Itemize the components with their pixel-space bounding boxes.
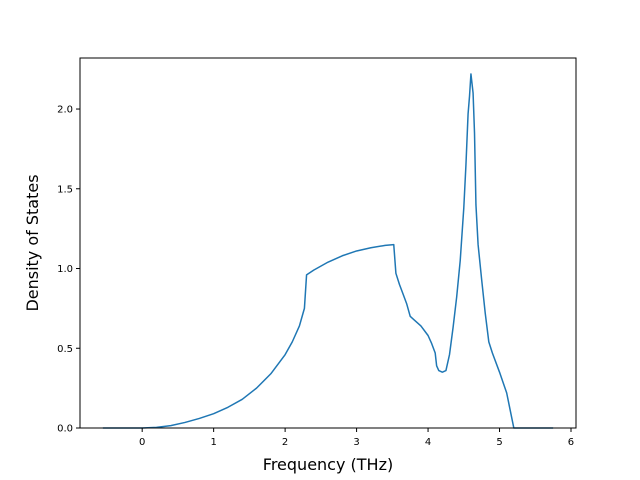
y-axis-label: Density of States (23, 174, 42, 311)
x-tick-label: 6 (568, 437, 574, 448)
x-tick-label: 5 (496, 437, 502, 448)
y-axis-ticks: 0.0 0.5 1.0 1.5 2.0 (57, 105, 80, 435)
y-tick-label: 0.0 (57, 424, 73, 435)
x-axis-label: Frequency (THz) (263, 455, 393, 474)
series-layer (102, 73, 554, 429)
x-tick-label: 0 (139, 437, 145, 448)
y-tick-label: 1.5 (57, 184, 73, 195)
x-tick-label: 1 (210, 437, 216, 448)
y-tick-label: 2.0 (57, 105, 73, 116)
plot-frame (79, 57, 577, 429)
y-tick-label: 0.5 (57, 344, 73, 355)
y-tick-label: 1.0 (57, 264, 73, 275)
series-line-0 (102, 73, 554, 429)
x-axis-ticks: 0 1 2 3 4 5 6 (139, 428, 574, 448)
x-tick-label: 4 (425, 437, 431, 448)
x-tick-label: 3 (353, 437, 359, 448)
plot-background (80, 58, 576, 428)
x-tick-label: 2 (282, 437, 288, 448)
